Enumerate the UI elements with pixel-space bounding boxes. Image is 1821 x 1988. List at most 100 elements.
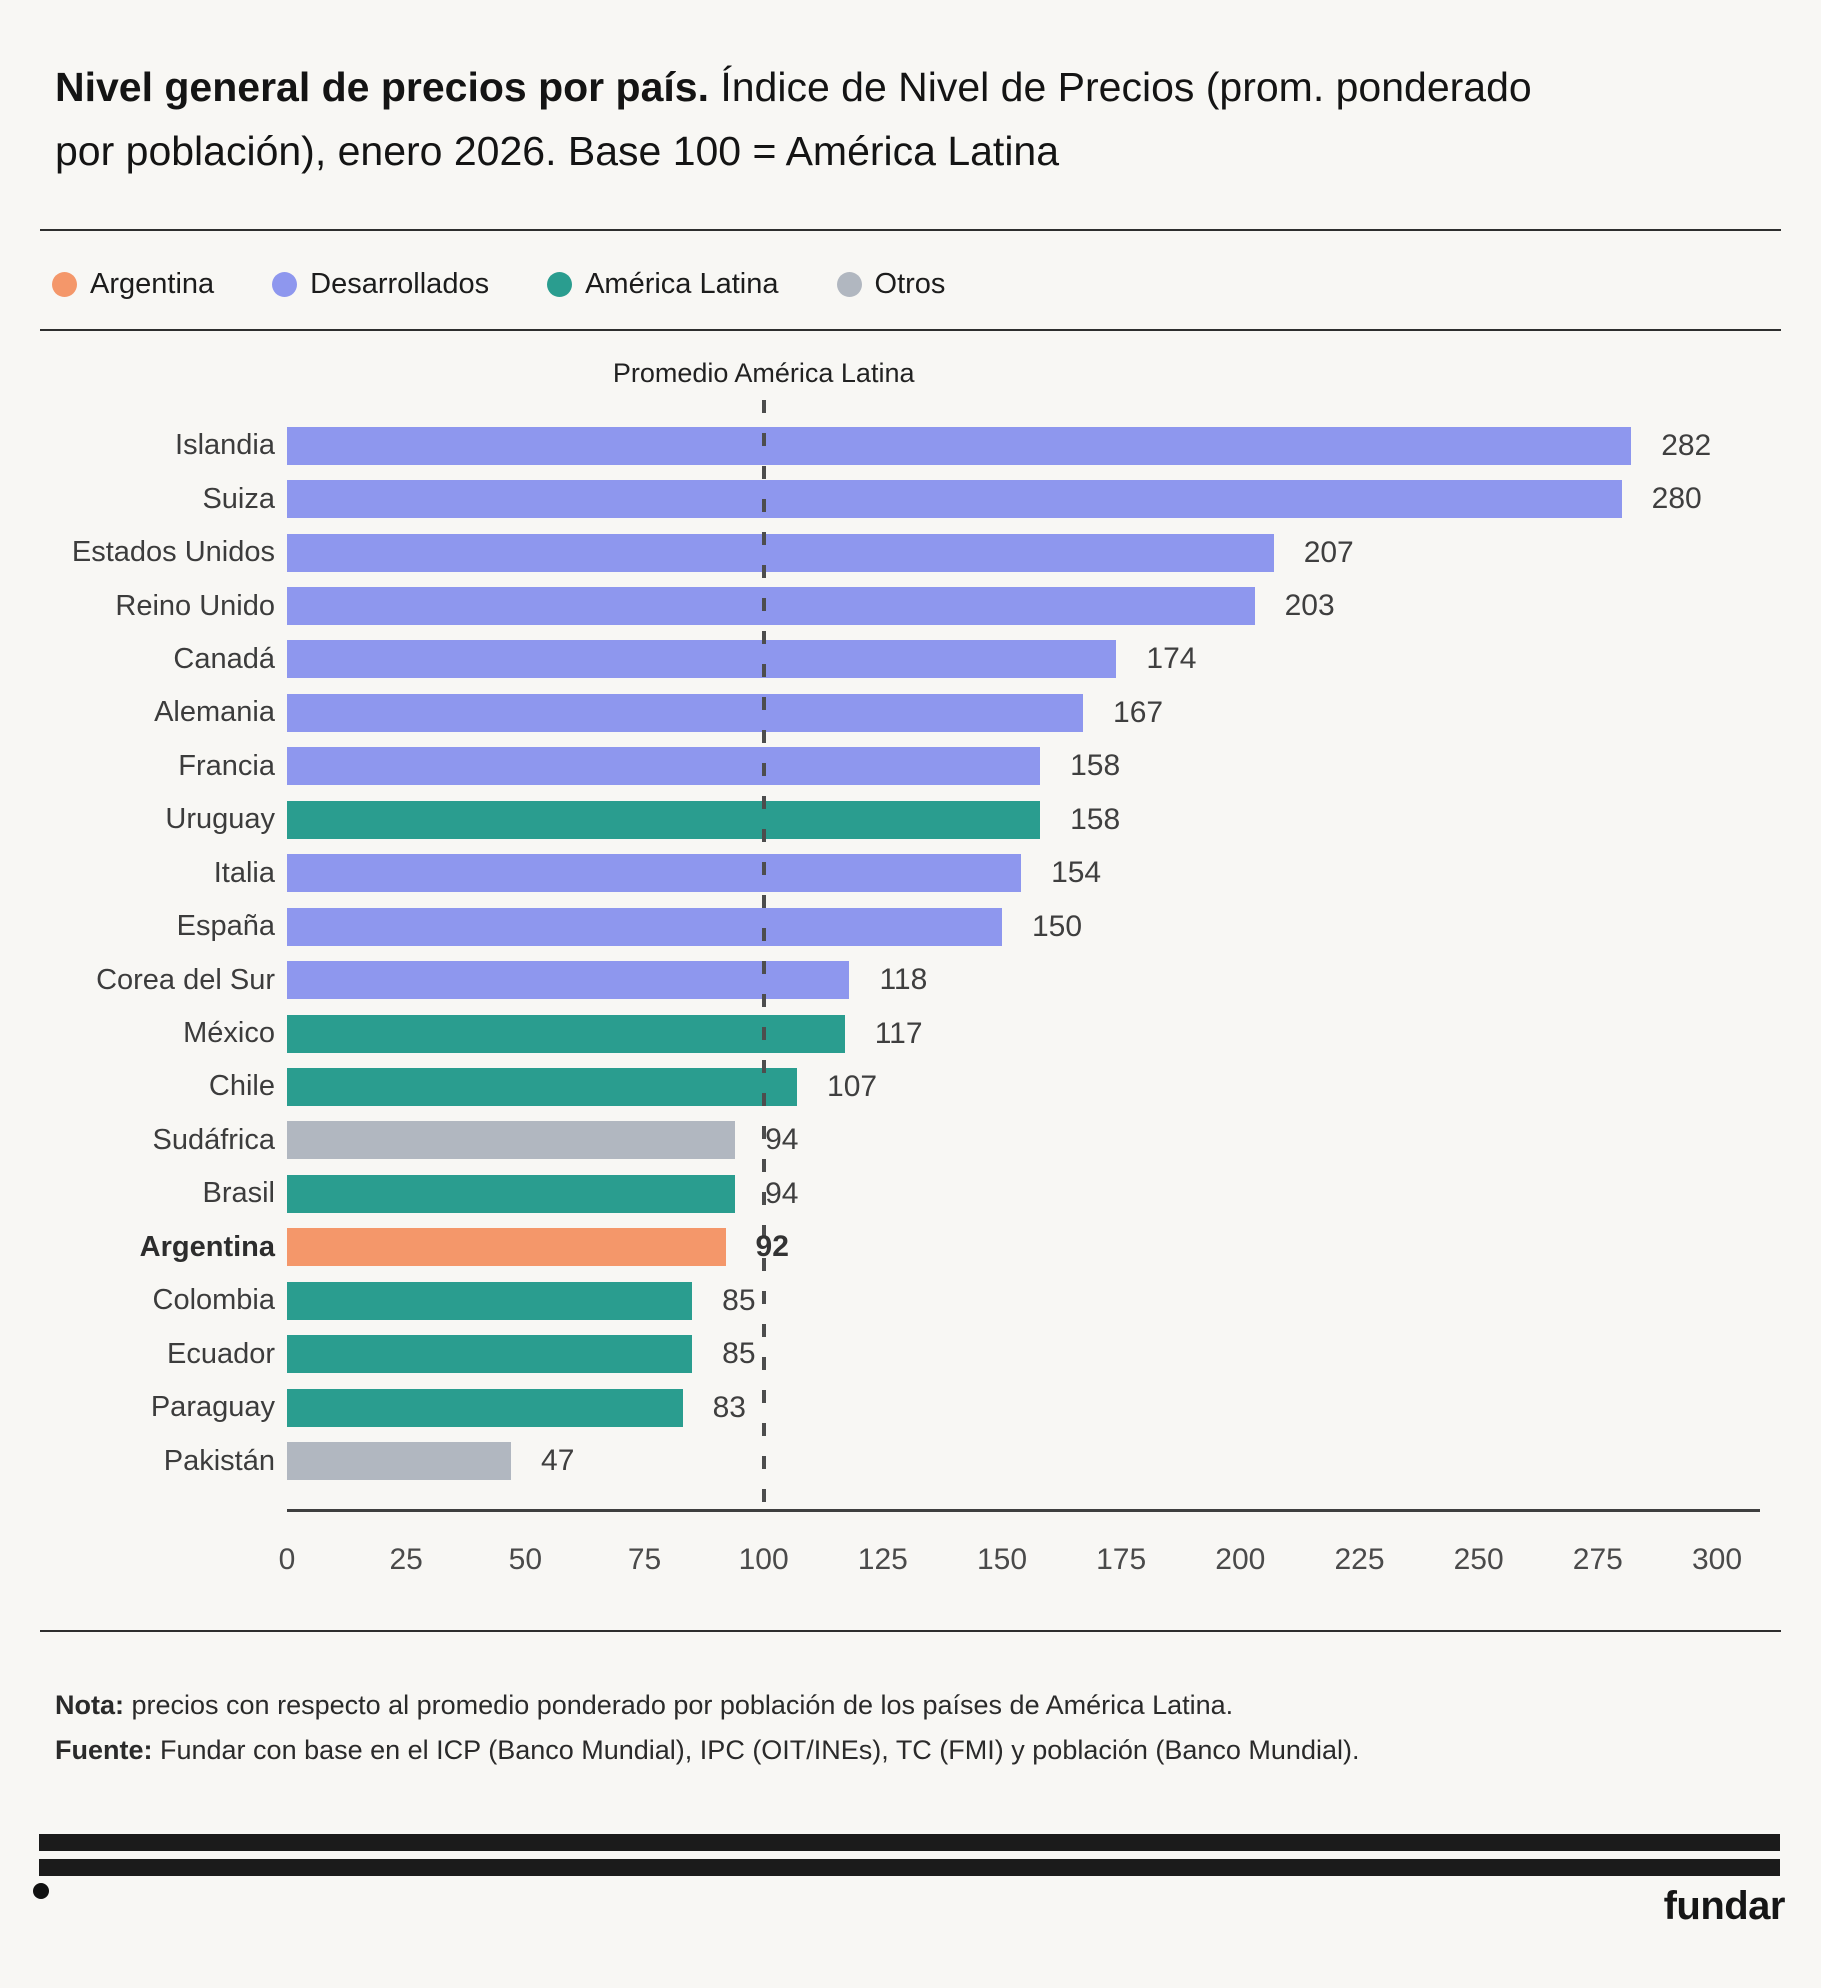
legend-dot-icon — [272, 271, 298, 297]
value-label: 282 — [1661, 428, 1712, 462]
category-label: Suiza — [202, 482, 275, 515]
category-label: Reino Unido — [115, 589, 275, 622]
value-label: 154 — [1051, 856, 1102, 890]
category-label: México — [183, 1017, 275, 1050]
bar — [287, 854, 1022, 893]
page-title-regular: Índice de Nivel de Precios (prom. ponder… — [55, 64, 1532, 174]
bar-track: 47 — [287, 1434, 1717, 1487]
bar — [287, 426, 1632, 465]
bar — [287, 1121, 736, 1160]
chart-row: Reino Unido 203 — [40, 579, 1781, 632]
x-axis-tick-label: 175 — [1096, 1543, 1147, 1576]
chart-row: Francia 158 — [40, 740, 1781, 793]
x-axis-tick-label: 125 — [857, 1543, 908, 1576]
bar — [287, 1335, 693, 1374]
value-label: 150 — [1032, 909, 1083, 943]
chart-row: México 117 — [40, 1007, 1781, 1060]
chart-row: España 150 — [40, 900, 1781, 953]
legend-label: América Latina — [585, 267, 779, 300]
bar — [287, 693, 1084, 732]
footer-dot — [33, 1883, 49, 1899]
legend-dot-icon — [52, 271, 77, 297]
x-axis-tick-label: 250 — [1453, 1543, 1504, 1576]
fundar-logo: fundar — [1663, 1884, 1786, 1928]
value-label: 92 — [755, 1230, 789, 1264]
bar-track: 280 — [287, 472, 1717, 525]
category-label: Alemania — [154, 696, 275, 729]
chart-row: Alemania 167 — [40, 686, 1781, 739]
bar-track: 158 — [287, 793, 1717, 846]
bar — [287, 1067, 798, 1106]
bar — [287, 800, 1041, 839]
value-label: 83 — [712, 1390, 746, 1424]
x-axis-tick-label: 25 — [389, 1543, 423, 1576]
bar-track: 118 — [287, 953, 1717, 1006]
bar-track: 174 — [287, 633, 1717, 686]
category-label: Argentina — [139, 1230, 275, 1263]
x-axis-tick-label: 225 — [1334, 1543, 1385, 1576]
bar-track: 158 — [287, 740, 1717, 793]
bar — [287, 1388, 683, 1427]
note: Nota: precios con respecto al promedio p… — [55, 1690, 1555, 1721]
category-label: Corea del Sur — [96, 963, 275, 996]
bar — [287, 480, 1622, 519]
value-label: 118 — [879, 963, 928, 997]
bar-track: 107 — [287, 1060, 1717, 1113]
legend-label: Otros — [874, 267, 946, 300]
page-title: Nivel general de precios por país. Índic… — [55, 55, 1535, 183]
chart-row: Corea del Sur 118 — [40, 953, 1781, 1006]
bar — [287, 533, 1274, 572]
x-axis-tick-label: 0 — [278, 1543, 296, 1576]
chart-row: Italia 154 — [40, 847, 1781, 900]
value-label: 158 — [1070, 749, 1121, 783]
bar-track: 94 — [287, 1114, 1717, 1167]
x-axis-line — [287, 1509, 1760, 1512]
bar — [287, 587, 1255, 626]
reference-line — [761, 400, 766, 1509]
legend-item: Argentina — [52, 268, 214, 301]
legend-label: Desarrollados — [310, 267, 490, 300]
divider-bottom — [40, 1630, 1781, 1632]
reference-line-label: Promedio América Latina — [612, 358, 915, 388]
bar-track: 167 — [287, 686, 1717, 739]
bar-chart: Promedio América Latina Islandia 282 Suiza… — [40, 350, 1781, 1640]
x-axis-tick-label: 100 — [738, 1543, 789, 1576]
note-label: Nota: — [55, 1690, 124, 1720]
footer-stripe-bottom — [39, 1859, 1780, 1876]
legend-dot-icon — [547, 271, 573, 297]
bar-track: 154 — [287, 847, 1717, 900]
category-label: Canadá — [173, 642, 275, 675]
chart-row: Estados Unidos 207 — [40, 526, 1781, 579]
x-axis-tick-label: 50 — [508, 1543, 543, 1576]
chart-row: Suiza 280 — [40, 472, 1781, 525]
value-label: 280 — [1651, 482, 1702, 516]
category-label: Colombia — [152, 1284, 276, 1317]
legend-item: América Latina — [547, 267, 779, 301]
legend: Argentina Desarrollados América Latina Otro… — [52, 262, 945, 306]
bar-track: 207 — [287, 526, 1717, 579]
category-label: Paraguay — [150, 1391, 275, 1424]
bar-track: 85 — [287, 1274, 1717, 1327]
category-label: Brasil — [202, 1177, 275, 1210]
category-label: Sudáfrica — [152, 1123, 275, 1156]
value-label: 85 — [722, 1283, 756, 1317]
value-label: 47 — [541, 1444, 575, 1478]
legend-dot-icon — [836, 271, 862, 297]
divider-top — [40, 229, 1781, 231]
source-text: Fundar con base en el ICP (Banco Mundial… — [152, 1735, 1360, 1765]
x-axis-tick-label: 200 — [1215, 1543, 1266, 1576]
chart-row: Pakistán 47 — [40, 1434, 1781, 1487]
chart-row: Brasil 94 — [40, 1167, 1781, 1220]
bar-track: 83 — [287, 1381, 1717, 1434]
bar-track: 92 — [287, 1221, 1717, 1274]
value-label: 158 — [1070, 802, 1121, 836]
x-axis-tick-label: 75 — [627, 1543, 662, 1576]
x-axis-tick-label: 275 — [1572, 1543, 1623, 1576]
bar-track: 203 — [287, 579, 1717, 632]
legend-item: Otros — [836, 267, 946, 301]
bar — [287, 907, 1002, 946]
bar-track: 85 — [287, 1327, 1717, 1380]
legend-item: Desarrollados — [272, 268, 489, 301]
bar-track: 94 — [287, 1167, 1717, 1220]
bar — [287, 1442, 512, 1481]
